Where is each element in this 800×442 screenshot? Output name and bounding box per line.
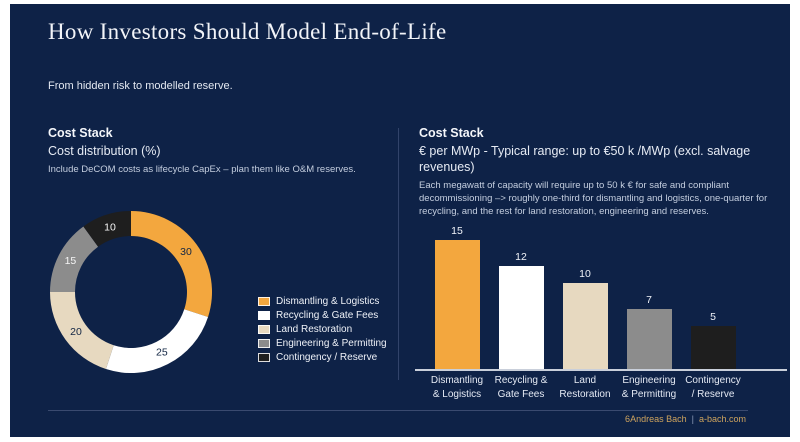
bar-category-line: Land xyxy=(573,375,597,386)
bar-chart-baseline xyxy=(415,369,787,371)
bar-value-label: 5 xyxy=(710,311,716,323)
bar-category-label: Contingency / Reserve xyxy=(681,374,745,401)
donut-value-label: 20 xyxy=(70,326,82,338)
left-panel: Cost Stack Cost distribution (%) Include… xyxy=(48,125,388,176)
slide: How Investors Should Model End-of-Life F… xyxy=(10,4,790,437)
donut-svg: 30 25 20 15 10 xyxy=(50,211,213,374)
bar-category-label: Recycling & Gate Fees xyxy=(489,374,553,401)
bar-category-label: Dismantling & Logistics xyxy=(425,374,489,401)
footer-author: Andreas Bach xyxy=(630,414,687,424)
bar-category-line: Engineering xyxy=(622,375,676,386)
bar-category-line: Contingency xyxy=(685,375,741,386)
bar-category-line: & Logistics xyxy=(432,388,482,400)
legend-swatch xyxy=(258,310,270,320)
bar-5 xyxy=(690,326,736,369)
bar-1 xyxy=(434,240,480,369)
legend-label: Dismantling & Logistics xyxy=(276,295,380,307)
donut-value-label: 25 xyxy=(156,347,168,359)
left-panel-heading: Cost Stack xyxy=(48,126,113,140)
donut-chart: 30 25 20 15 10 xyxy=(46,207,216,377)
column-divider xyxy=(398,128,399,380)
right-panel: Cost Stack € per MWp - Typical range: up… xyxy=(419,125,771,218)
legend-swatch xyxy=(258,324,270,334)
donut-value-label: 15 xyxy=(65,255,77,267)
page-number: 6 xyxy=(625,414,631,424)
legend-label: Contingency / Reserve xyxy=(276,351,378,363)
legend-swatch xyxy=(258,296,270,306)
right-panel-subheading: € per MWp - Typical range: up to €50 k /… xyxy=(419,144,751,174)
donut-slice-0 xyxy=(131,211,213,318)
bar-chart: 15 12 10 7 5 xyxy=(415,217,785,369)
legend-label: Recycling & Gate Fees xyxy=(276,309,379,321)
bar-group: 15 xyxy=(425,225,489,369)
right-panel-heading: Cost Stack xyxy=(419,126,484,140)
bar-category-label: Land Restoration xyxy=(553,374,617,401)
left-panel-caption: Include DeCOM costs as lifecycle CapEx –… xyxy=(48,164,356,175)
legend-label: Engineering & Permitting xyxy=(276,337,387,349)
legend-item: Land Restoration xyxy=(258,323,387,335)
footer-credit: Andreas Bach | a-bach.com xyxy=(630,414,746,424)
right-panel-caption: Each megawatt of capacity will require u… xyxy=(419,180,768,217)
bar-value-label: 15 xyxy=(451,225,463,237)
bar-category-line: / Reserve xyxy=(691,388,735,400)
bar-category-line: Gate Fees xyxy=(497,388,545,400)
bar-value-label: 7 xyxy=(646,294,652,306)
donut-slice-4 xyxy=(83,211,131,247)
bar-2 xyxy=(498,266,544,369)
left-panel-subheading: Cost distribution (%) xyxy=(48,144,161,158)
bar-group: 7 xyxy=(617,294,681,369)
footer-separator: | xyxy=(691,414,694,424)
bar-value-label: 12 xyxy=(515,251,527,263)
bar-category-line: & Permitting xyxy=(621,388,677,400)
legend-label: Land Restoration xyxy=(276,323,353,335)
legend-swatch xyxy=(258,338,270,348)
donut-slice-2 xyxy=(50,292,114,370)
bar-4 xyxy=(626,309,672,369)
legend-item: Recycling & Gate Fees xyxy=(258,309,387,321)
bar-category-line: Dismantling xyxy=(430,375,484,386)
bar-chart-categories: Dismantling & Logistics Recycling & Gate Fe… xyxy=(415,374,785,401)
donut-value-label: 30 xyxy=(180,246,192,258)
legend-item: Dismantling & Logistics xyxy=(258,295,387,307)
legend-swatch xyxy=(258,352,270,362)
footer-divider xyxy=(48,410,748,411)
donut-legend: Dismantling & Logistics Recycling & Gate … xyxy=(258,295,387,363)
bar-3 xyxy=(562,283,608,369)
donut-slice-3 xyxy=(50,226,99,292)
bar-group: 10 xyxy=(553,268,617,369)
bar-value-label: 10 xyxy=(579,268,591,280)
page-subtitle: From hidden risk to modelled reserve. xyxy=(48,80,233,92)
legend-item: Contingency / Reserve xyxy=(258,351,387,363)
legend-item: Engineering & Permitting xyxy=(258,337,387,349)
bar-category-line: Restoration xyxy=(559,388,611,400)
page-title: How Investors Should Model End-of-Life xyxy=(48,19,447,44)
footer-website: a-bach.com xyxy=(698,414,746,424)
bar-group: 5 xyxy=(681,311,745,369)
bar-category-label: Engineering & Permitting xyxy=(617,374,681,401)
bar-group: 12 xyxy=(489,251,553,369)
donut-value-label: 10 xyxy=(104,221,116,233)
bar-category-line: Recycling & xyxy=(494,375,548,386)
donut-slice-1 xyxy=(105,309,209,374)
